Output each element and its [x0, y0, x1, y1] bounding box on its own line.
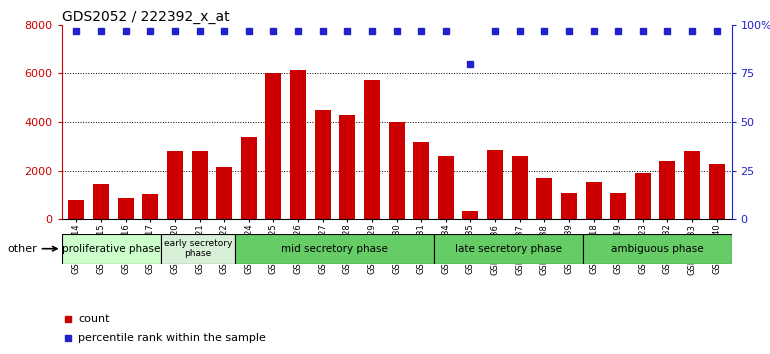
Bar	[659, 161, 675, 219]
Text: GDS2052 / 222392_x_at: GDS2052 / 222392_x_at	[62, 10, 229, 24]
Bar	[487, 150, 503, 219]
Text: late secretory phase: late secretory phase	[455, 244, 561, 254]
Bar	[684, 152, 700, 219]
Bar	[142, 194, 159, 219]
Bar	[118, 198, 134, 219]
Bar	[634, 173, 651, 219]
Bar	[585, 182, 601, 219]
Bar	[290, 70, 306, 219]
Bar	[537, 178, 552, 219]
Bar	[389, 122, 404, 219]
Bar	[583, 234, 732, 264]
Bar	[708, 164, 725, 219]
Bar	[62, 234, 161, 264]
Bar	[216, 167, 232, 219]
Bar	[69, 200, 85, 219]
Text: count: count	[79, 314, 110, 324]
Text: proliferative phase: proliferative phase	[62, 244, 160, 254]
Text: other: other	[7, 244, 57, 254]
Text: percentile rank within the sample: percentile rank within the sample	[79, 333, 266, 343]
Bar	[236, 234, 434, 264]
Bar	[93, 184, 109, 219]
Bar	[512, 156, 527, 219]
Bar	[192, 152, 208, 219]
Bar	[340, 115, 355, 219]
Bar	[438, 156, 454, 219]
Text: early secretory
phase: early secretory phase	[164, 239, 233, 258]
Text: mid secretory phase: mid secretory phase	[281, 244, 388, 254]
Bar	[241, 137, 256, 219]
Bar	[463, 211, 478, 219]
Bar	[364, 80, 380, 219]
Bar	[610, 193, 626, 219]
Text: ambiguous phase: ambiguous phase	[611, 244, 703, 254]
Bar	[434, 234, 583, 264]
Bar	[561, 193, 577, 219]
Bar	[161, 234, 236, 264]
Bar	[315, 110, 330, 219]
Bar	[413, 142, 429, 219]
Bar	[266, 73, 281, 219]
Bar	[167, 152, 183, 219]
